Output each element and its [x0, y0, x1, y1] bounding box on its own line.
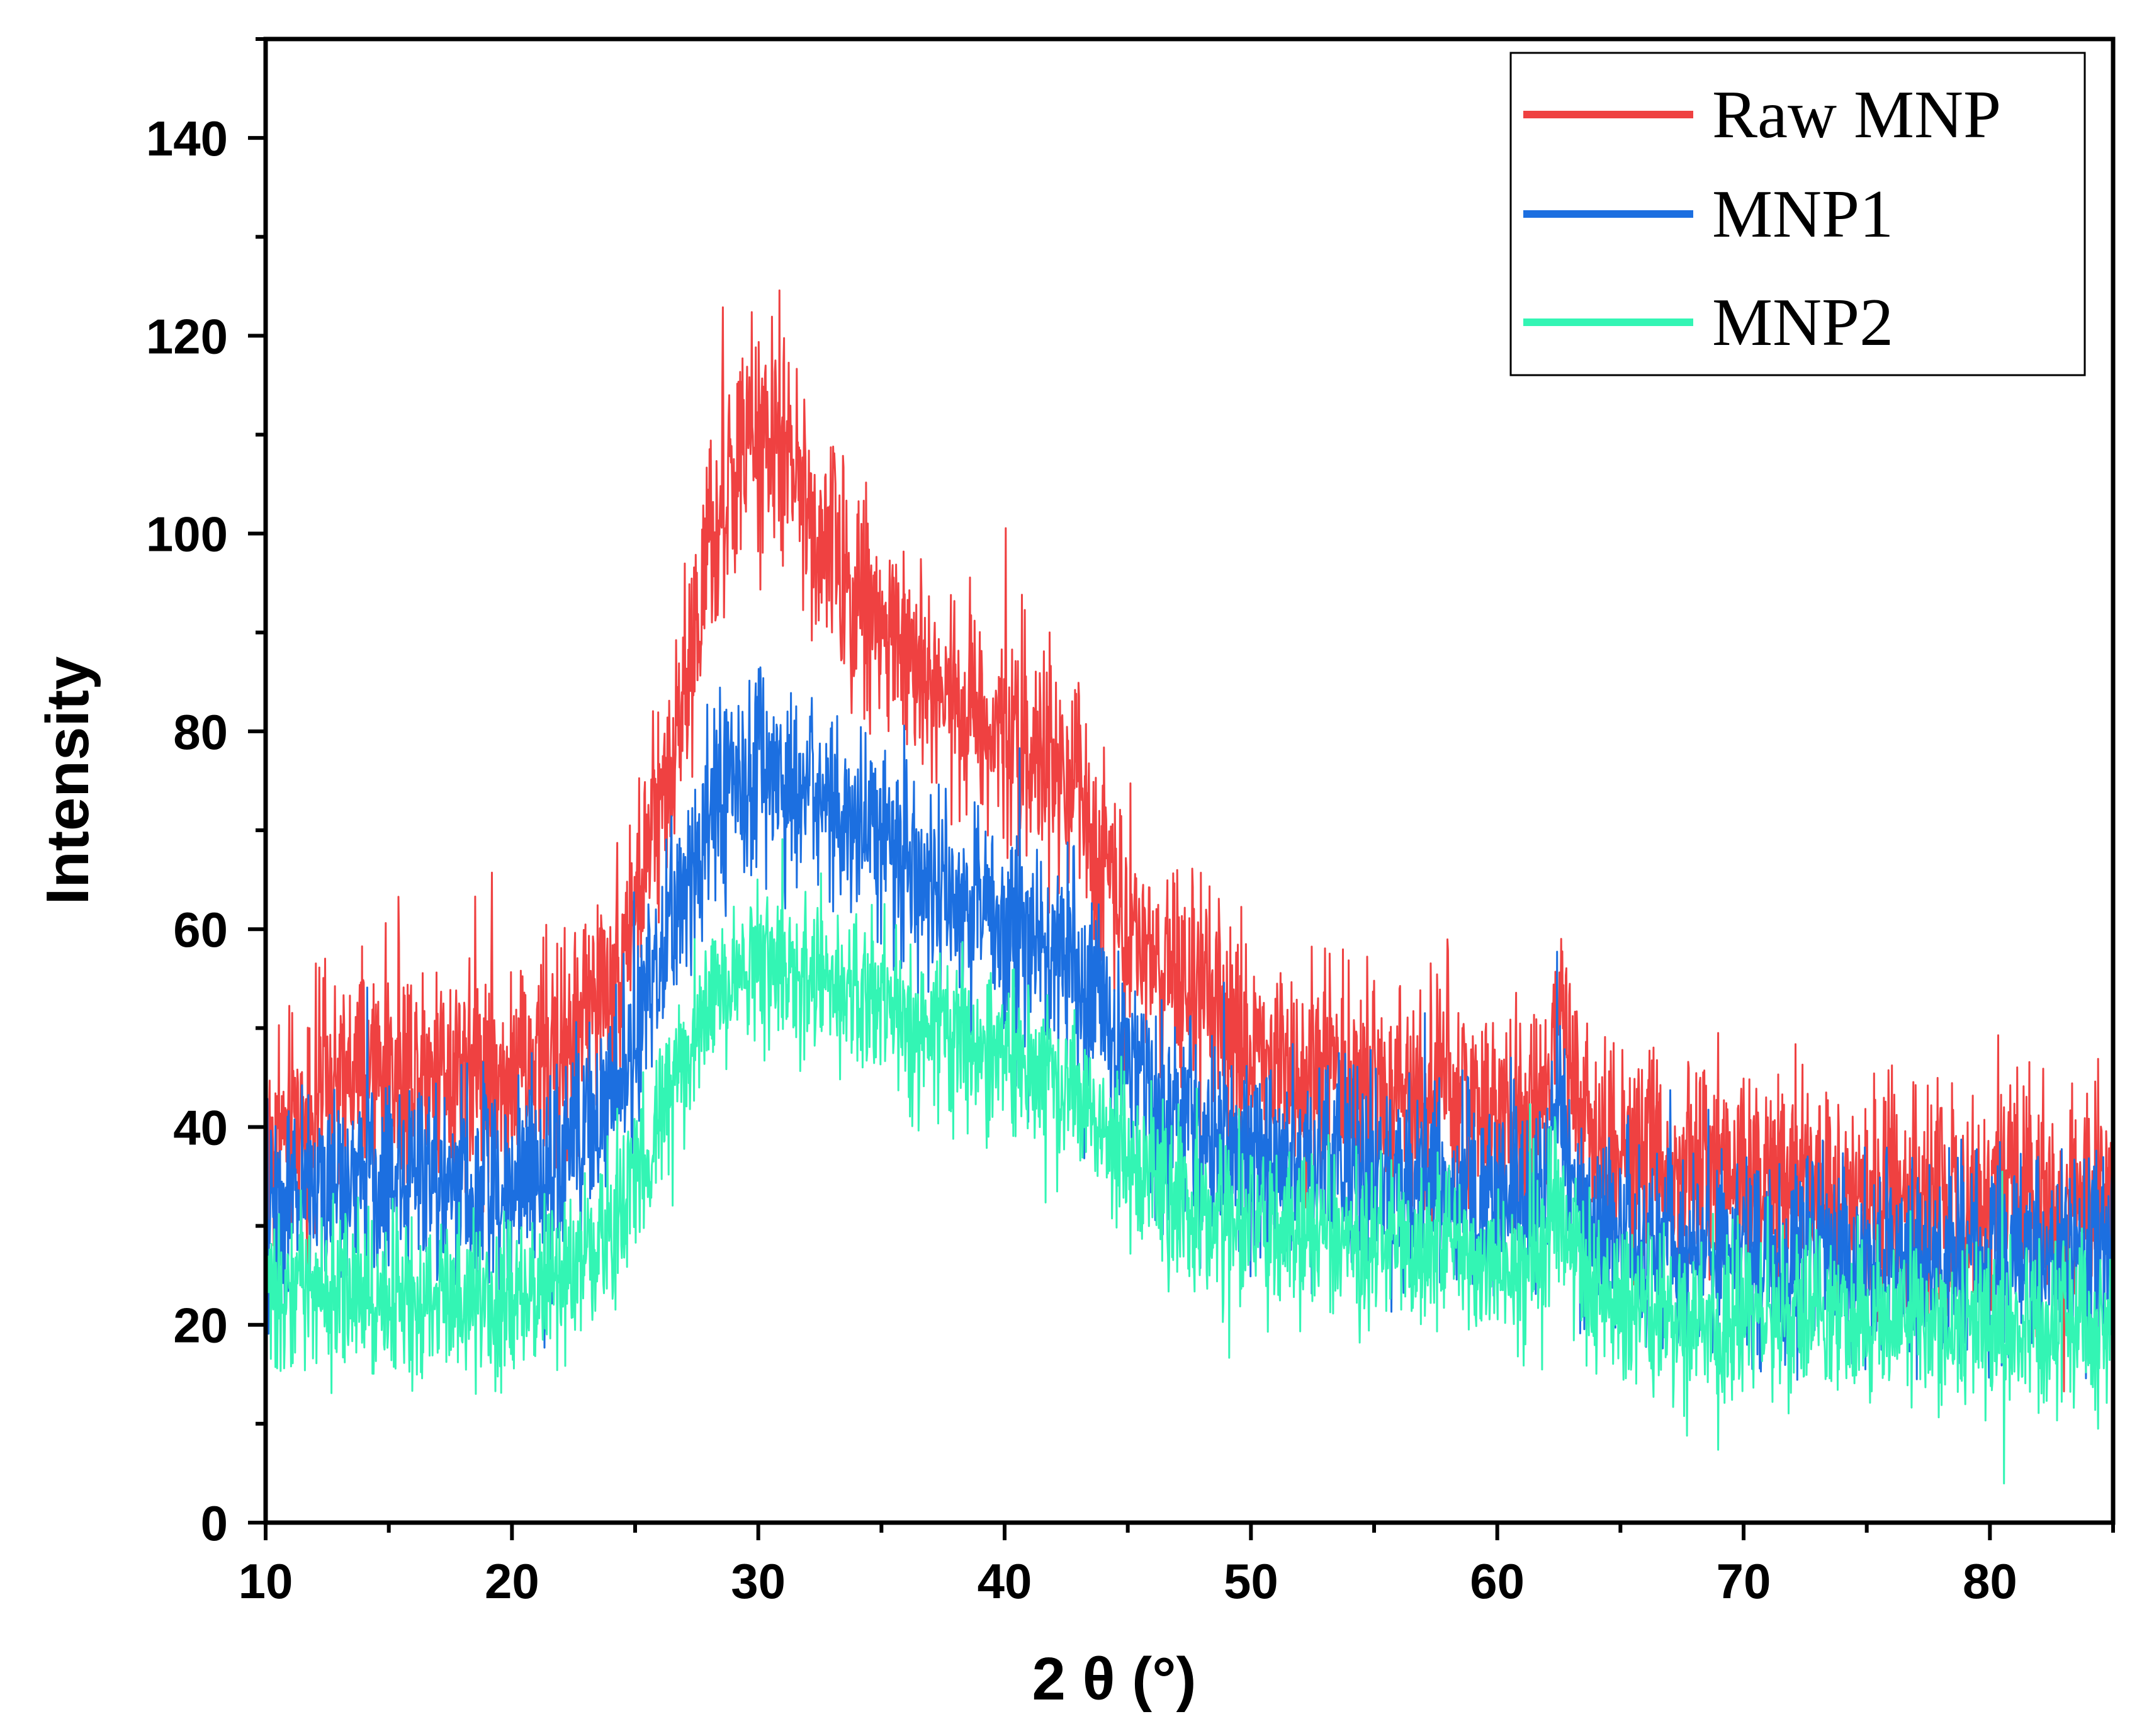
y-tick-label: 140 [146, 111, 228, 166]
x-tick-label: 50 [1224, 1553, 1278, 1609]
y-tick-label: 120 [146, 308, 228, 364]
x-tick-label: 80 [1963, 1553, 2017, 1609]
x-tick-label: 20 [485, 1553, 539, 1609]
legend-label-raw-mnp: Raw MNP [1712, 77, 2001, 152]
ticks-layer [248, 37, 2115, 1540]
y-tick-label: 80 [173, 704, 228, 760]
y-tick-label: 20 [173, 1298, 228, 1353]
legend: Raw MNP MNP1 MNP2 [1509, 52, 2086, 376]
tick-labels-layer: 10 20 30 40 50 60 70 80 0 20 40 60 80 100 120 140 [146, 111, 2017, 1609]
series-line-mnp2 [266, 838, 2113, 1485]
y-tick-label: 100 [146, 507, 228, 562]
x-tick-label: 40 [978, 1553, 1032, 1609]
x-tick-label: 10 [239, 1553, 293, 1609]
series-layer [266, 289, 2113, 1485]
y-tick-label: 0 [201, 1496, 228, 1551]
x-tick-label: 30 [731, 1553, 786, 1609]
y-axis-title: Intensity [34, 657, 101, 905]
series-line-raw-mnp [266, 289, 2113, 1392]
y-tick-label: 60 [173, 902, 228, 957]
x-tick-label: 60 [1470, 1553, 1525, 1609]
legend-label-mnp2: MNP2 [1712, 285, 1893, 360]
x-axis-title: 2 θ (°) [1032, 1645, 1197, 1713]
plot-frame [263, 37, 2116, 1525]
y-tick-label: 40 [173, 1100, 228, 1155]
legend-label-mnp1: MNP1 [1712, 177, 1893, 252]
x-tick-label: 70 [1717, 1553, 1771, 1609]
